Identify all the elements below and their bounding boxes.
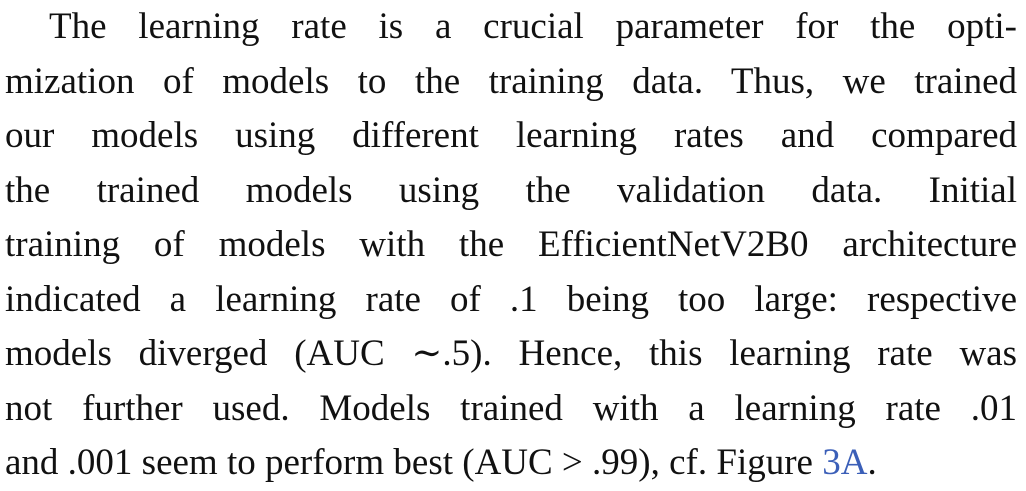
text-line: and .001 seem to perform best (AUC > .99… [5, 436, 1017, 491]
text-line: mization of models to the training data.… [5, 60, 1017, 102]
text-line: our models using different learning rate… [5, 115, 1017, 156]
text-line: training of models with the EfficientNet… [5, 224, 1017, 265]
text: . [867, 442, 877, 483]
figure-link[interactable]: 3A [822, 442, 868, 483]
text-line: models diverged (AUC ∼.5). Hence, this l… [5, 333, 1017, 374]
text-line: the trained models using the validation … [5, 169, 1017, 211]
text-line: The learning rate is a crucial parameter… [49, 6, 1017, 47]
text-line: not further used. Models trained with a … [5, 387, 1017, 429]
text: and .001 seem to perform best (AUC > .99… [5, 442, 823, 483]
text-line: indicated a learning rate of .1 being to… [5, 278, 1017, 320]
paragraph: The learning rate is a crucial parameter… [5, 0, 1017, 491]
